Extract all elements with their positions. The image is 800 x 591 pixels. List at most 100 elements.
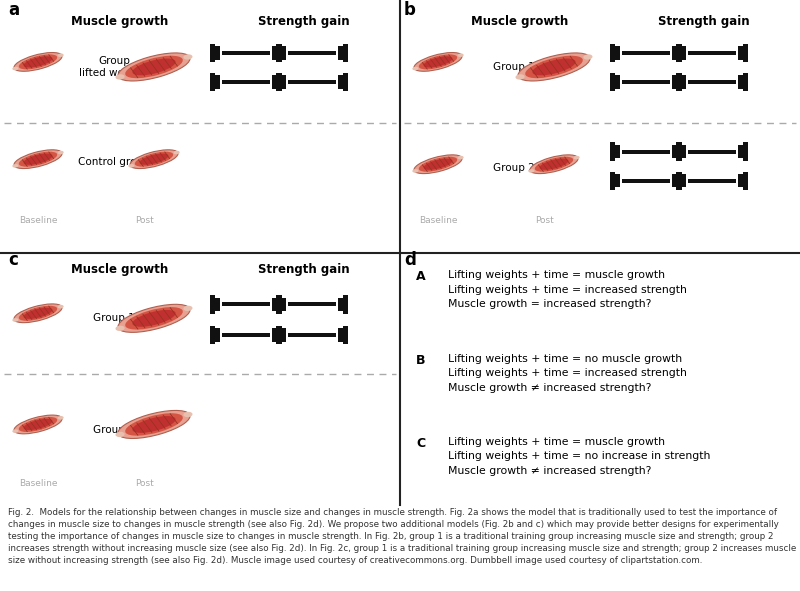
Ellipse shape xyxy=(458,156,464,160)
Ellipse shape xyxy=(539,158,569,170)
Text: Baseline: Baseline xyxy=(18,479,58,488)
Ellipse shape xyxy=(118,53,190,81)
Ellipse shape xyxy=(14,150,62,168)
Bar xyxy=(622,80,670,84)
Ellipse shape xyxy=(23,308,53,319)
Bar xyxy=(272,298,277,311)
Ellipse shape xyxy=(532,59,576,76)
Ellipse shape xyxy=(530,155,578,174)
Text: Group 1: Group 1 xyxy=(93,313,135,323)
Bar xyxy=(681,46,686,60)
Bar xyxy=(677,171,682,190)
Ellipse shape xyxy=(23,56,53,67)
Text: Strength gain: Strength gain xyxy=(258,15,350,28)
Text: Lifting weights + time = muscle growth
Lifting weights + time = no increase in s: Lifting weights + time = muscle growth L… xyxy=(448,437,710,476)
Bar xyxy=(222,51,270,55)
Ellipse shape xyxy=(12,318,18,322)
Ellipse shape xyxy=(174,151,180,154)
Ellipse shape xyxy=(574,156,580,160)
Ellipse shape xyxy=(14,53,62,72)
Bar xyxy=(738,145,743,158)
Text: Post: Post xyxy=(134,479,154,488)
Bar xyxy=(281,328,286,342)
Bar xyxy=(272,46,277,60)
Ellipse shape xyxy=(125,307,183,330)
Bar xyxy=(610,44,615,62)
Bar xyxy=(288,80,336,84)
Ellipse shape xyxy=(458,53,464,57)
Ellipse shape xyxy=(115,432,125,437)
Bar xyxy=(210,73,215,91)
Bar xyxy=(675,44,681,62)
Bar xyxy=(215,75,219,89)
Bar xyxy=(275,296,281,314)
Bar xyxy=(673,145,677,158)
Bar xyxy=(210,44,215,62)
Ellipse shape xyxy=(118,304,190,332)
Bar xyxy=(338,298,343,311)
Text: b: b xyxy=(404,1,416,19)
Bar xyxy=(688,51,736,55)
Bar xyxy=(281,298,286,311)
Text: C: C xyxy=(416,437,425,450)
Ellipse shape xyxy=(132,310,176,327)
Bar xyxy=(215,298,219,311)
Bar xyxy=(738,46,743,60)
Ellipse shape xyxy=(14,304,62,323)
Bar xyxy=(338,75,343,89)
Bar xyxy=(275,326,281,344)
Bar xyxy=(673,75,677,89)
Ellipse shape xyxy=(183,412,193,417)
Ellipse shape xyxy=(528,169,534,173)
Bar xyxy=(343,73,349,91)
Ellipse shape xyxy=(18,54,58,69)
Bar xyxy=(288,51,336,55)
Bar xyxy=(675,171,681,190)
Bar xyxy=(277,44,282,62)
Bar xyxy=(343,296,349,314)
Text: Strength gain: Strength gain xyxy=(658,15,750,28)
Ellipse shape xyxy=(412,67,418,70)
Ellipse shape xyxy=(515,74,525,80)
Ellipse shape xyxy=(534,157,574,172)
Ellipse shape xyxy=(132,59,176,76)
Ellipse shape xyxy=(23,154,53,165)
Text: Group 2: Group 2 xyxy=(93,424,135,434)
Ellipse shape xyxy=(23,419,53,430)
Bar xyxy=(677,44,682,62)
Text: Post: Post xyxy=(534,216,554,225)
Bar xyxy=(222,80,270,84)
Bar xyxy=(210,326,215,344)
Bar xyxy=(277,73,282,91)
Text: A: A xyxy=(416,270,426,283)
Ellipse shape xyxy=(132,416,176,433)
Ellipse shape xyxy=(418,157,458,172)
Bar xyxy=(675,142,681,161)
Bar xyxy=(343,326,349,344)
Ellipse shape xyxy=(130,150,178,168)
Ellipse shape xyxy=(134,152,174,167)
Text: Group 2: Group 2 xyxy=(493,163,535,173)
Bar xyxy=(277,326,282,344)
Bar xyxy=(277,296,282,314)
Text: Baseline: Baseline xyxy=(418,216,458,225)
Bar xyxy=(281,46,286,60)
Text: Strength gain: Strength gain xyxy=(258,263,350,276)
Bar xyxy=(610,171,615,190)
Bar xyxy=(743,44,749,62)
Bar xyxy=(681,145,686,158)
Bar xyxy=(673,46,677,60)
Bar xyxy=(615,46,620,60)
Ellipse shape xyxy=(18,306,58,321)
Bar xyxy=(681,75,686,89)
Ellipse shape xyxy=(58,305,64,309)
Bar xyxy=(281,75,286,89)
Bar xyxy=(622,150,670,154)
Ellipse shape xyxy=(125,56,183,78)
Text: Baseline: Baseline xyxy=(18,216,58,225)
Text: Post: Post xyxy=(134,216,154,225)
Ellipse shape xyxy=(125,413,183,436)
Bar xyxy=(222,333,270,337)
Bar xyxy=(688,80,736,84)
Text: c: c xyxy=(8,252,18,269)
